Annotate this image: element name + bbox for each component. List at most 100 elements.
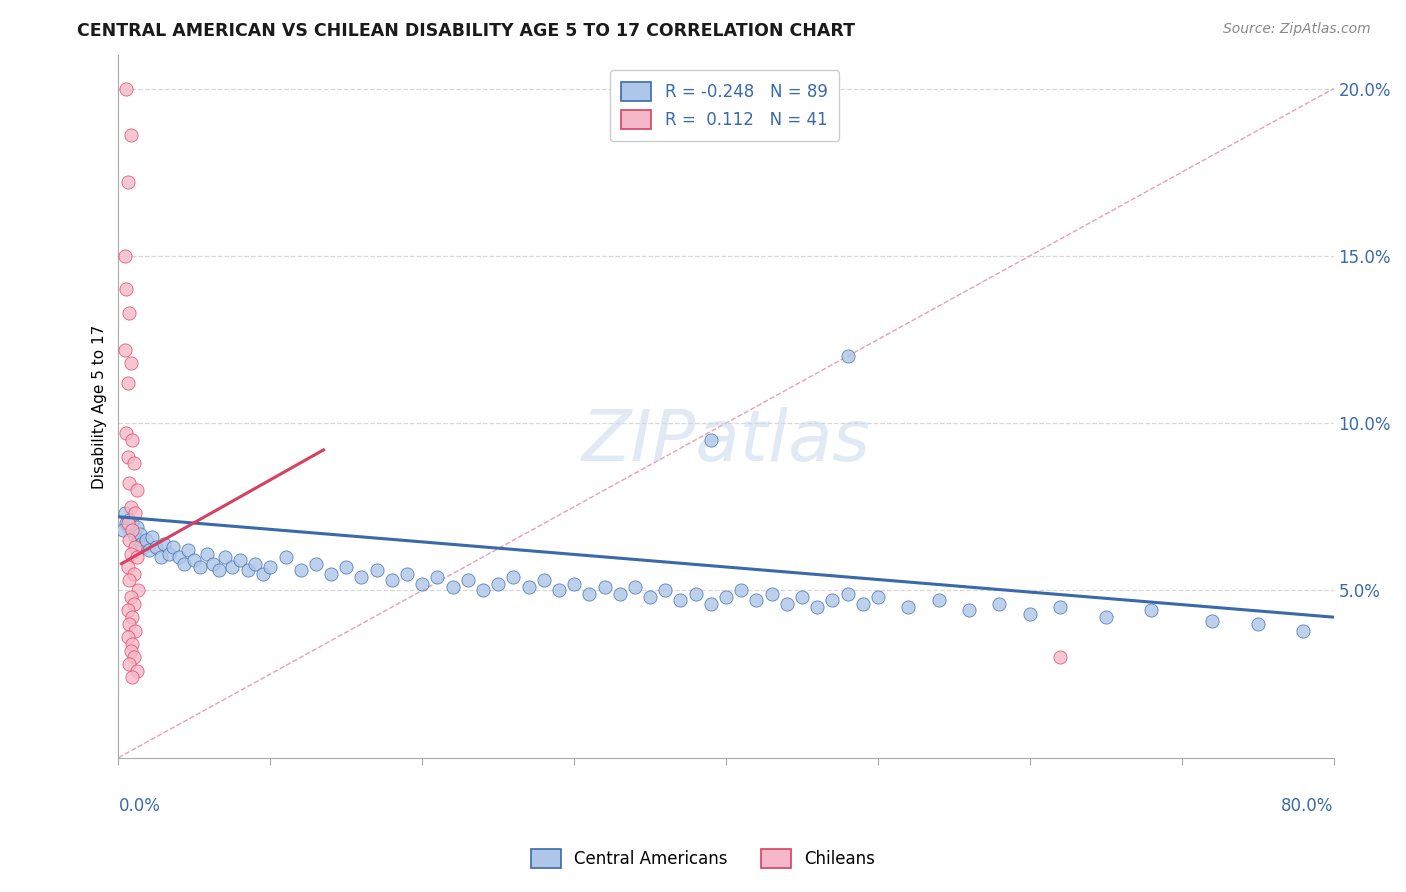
- Point: [195, 547, 218, 561]
- Text: 0.0%: 0.0%: [118, 797, 160, 814]
- Point: [125, 664, 148, 678]
- Point: [120, 643, 142, 657]
- Point: [319, 566, 342, 581]
- Point: [111, 523, 134, 537]
- Point: [183, 553, 205, 567]
- Point: [1247, 616, 1270, 631]
- Point: [745, 593, 768, 607]
- Point: [229, 553, 252, 567]
- Point: [776, 597, 799, 611]
- Point: [120, 590, 142, 604]
- Point: [593, 580, 616, 594]
- Point: [122, 526, 145, 541]
- Point: [138, 543, 160, 558]
- Point: [120, 500, 142, 514]
- Point: [121, 516, 143, 531]
- Legend: R = -0.248   N = 89, R =  0.112   N = 41: R = -0.248 N = 89, R = 0.112 N = 41: [610, 70, 839, 141]
- Point: [274, 549, 297, 564]
- Point: [396, 566, 419, 581]
- Point: [132, 540, 155, 554]
- Point: [114, 507, 136, 521]
- Point: [897, 600, 920, 615]
- Point: [118, 306, 141, 320]
- Point: [221, 560, 243, 574]
- Point: [252, 566, 274, 581]
- Point: [145, 540, 167, 554]
- Point: [441, 580, 464, 594]
- Point: [124, 507, 146, 521]
- Point: [153, 536, 176, 550]
- Point: [624, 580, 647, 594]
- Point: [125, 483, 148, 497]
- Point: [117, 630, 139, 644]
- Point: [118, 616, 141, 631]
- Point: [118, 574, 141, 588]
- Point: [1018, 607, 1040, 621]
- Point: [517, 580, 540, 594]
- Point: [1292, 624, 1315, 638]
- Point: [654, 583, 676, 598]
- Point: [122, 566, 145, 581]
- Point: [457, 574, 479, 588]
- Point: [578, 587, 600, 601]
- Point: [928, 593, 950, 607]
- Point: [125, 520, 148, 534]
- Point: [1049, 600, 1071, 615]
- Point: [821, 593, 844, 607]
- Point: [562, 576, 585, 591]
- Point: [120, 523, 142, 537]
- Point: [259, 560, 281, 574]
- Legend: Central Americans, Chileans: Central Americans, Chileans: [524, 842, 882, 875]
- Point: [214, 549, 236, 564]
- Point: [243, 557, 266, 571]
- Point: [124, 540, 146, 554]
- Point: [714, 590, 737, 604]
- Point: [115, 282, 138, 296]
- Point: [115, 426, 138, 441]
- Point: [426, 570, 449, 584]
- Point: [1140, 603, 1163, 617]
- Point: [117, 175, 139, 189]
- Point: [117, 520, 139, 534]
- Point: [381, 574, 404, 588]
- Point: [127, 583, 149, 598]
- Text: 80.0%: 80.0%: [1281, 797, 1334, 814]
- Point: [305, 557, 328, 571]
- Point: [129, 536, 152, 550]
- Point: [162, 540, 184, 554]
- Point: [837, 349, 859, 363]
- Point: [114, 249, 136, 263]
- Point: [121, 610, 143, 624]
- Point: [117, 560, 139, 574]
- Point: [115, 81, 138, 95]
- Point: [486, 576, 509, 591]
- Point: [533, 574, 555, 588]
- Text: Source: ZipAtlas.com: Source: ZipAtlas.com: [1223, 22, 1371, 37]
- Point: [350, 570, 373, 584]
- Point: [135, 533, 157, 548]
- Point: [700, 597, 723, 611]
- Point: [502, 570, 524, 584]
- Point: [1201, 614, 1223, 628]
- Point: [609, 587, 631, 601]
- Point: [122, 456, 145, 470]
- Point: [125, 549, 148, 564]
- Point: [118, 657, 141, 671]
- Point: [115, 516, 138, 531]
- Point: [730, 583, 752, 598]
- Point: [117, 603, 139, 617]
- Point: [201, 557, 224, 571]
- Point: [122, 597, 145, 611]
- Point: [124, 530, 146, 544]
- Point: [121, 433, 143, 447]
- Point: [120, 356, 142, 370]
- Point: [118, 513, 141, 527]
- Point: [120, 128, 142, 143]
- Point: [790, 590, 813, 604]
- Point: [122, 650, 145, 665]
- Point: [236, 563, 259, 577]
- Text: CENTRAL AMERICAN VS CHILEAN DISABILITY AGE 5 TO 17 CORRELATION CHART: CENTRAL AMERICAN VS CHILEAN DISABILITY A…: [77, 22, 855, 40]
- Text: ZIPatlas: ZIPatlas: [582, 407, 870, 476]
- Point: [167, 549, 190, 564]
- Point: [1094, 610, 1116, 624]
